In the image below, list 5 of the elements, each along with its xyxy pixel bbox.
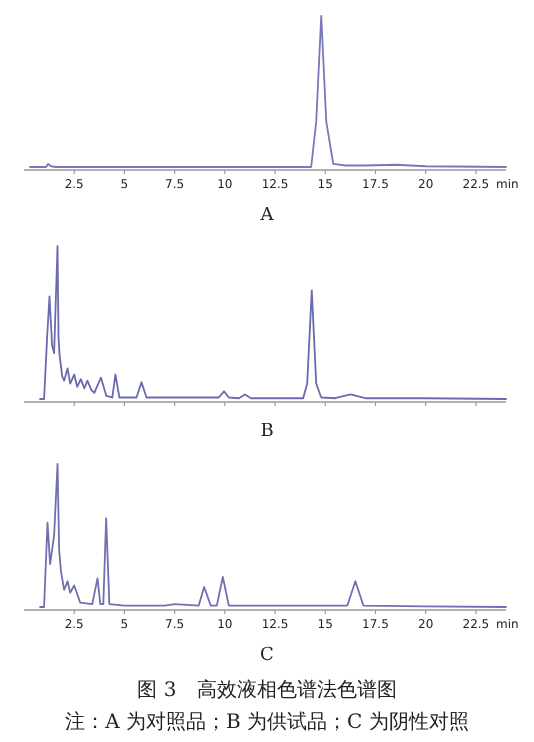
text: 注：A 为对照品；B 为供试品；C 为阴性对照 [65,710,469,734]
caption: 图 3 高效液相色谱法色谱图 [137,678,397,702]
text: C [260,646,275,666]
text: B [260,422,275,442]
text: A [258,206,275,226]
